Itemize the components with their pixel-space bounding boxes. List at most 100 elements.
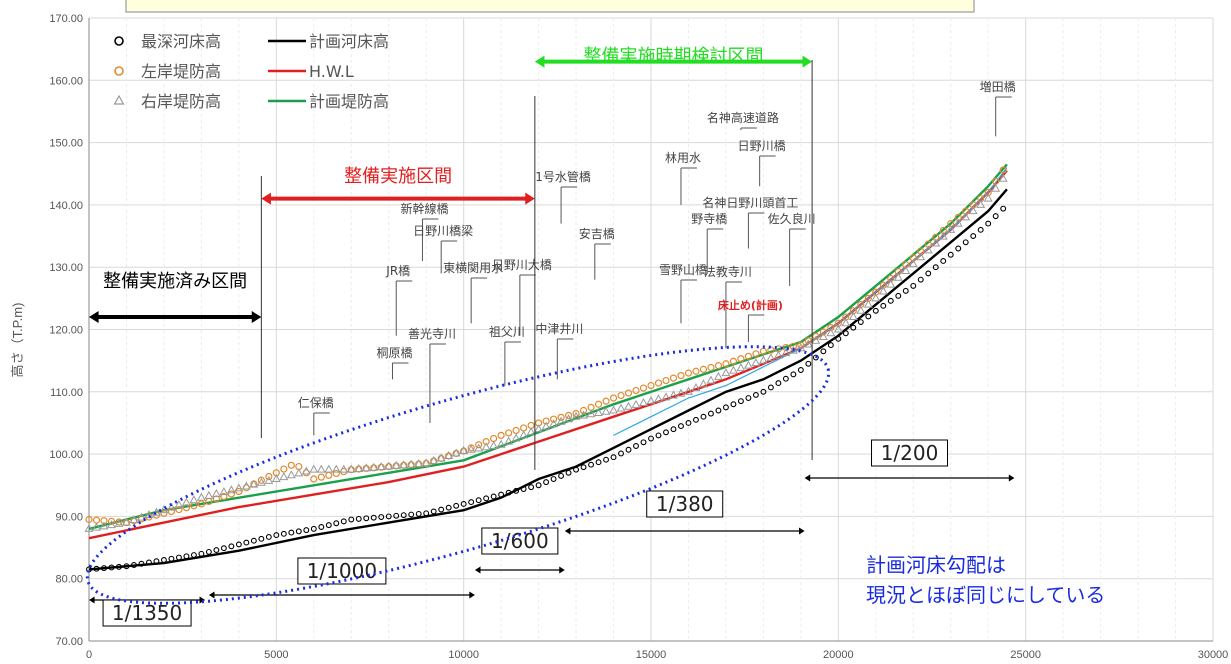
x-tick-label: 10000 xyxy=(448,649,479,661)
right-bank-point xyxy=(856,305,866,314)
riverbed-point xyxy=(663,429,669,436)
riverbed-point xyxy=(685,420,692,426)
right-bank-point xyxy=(886,279,896,288)
riverbed-point xyxy=(625,446,632,453)
slope-labels: 1/1350 1/1000 1/600 1/380 1/200 xyxy=(89,439,1015,627)
riverbed-point xyxy=(752,391,759,398)
gradient-note-line2: 現況とほぼ同じにしている xyxy=(866,583,1105,607)
right-bank-point xyxy=(871,293,881,302)
riverbed-point xyxy=(520,486,527,492)
riverbed-point xyxy=(385,513,392,520)
riverbed-point xyxy=(962,239,969,246)
right-bank-point xyxy=(983,193,993,202)
left-bank-point xyxy=(564,411,573,420)
left-bank-point xyxy=(752,350,760,358)
slope-arrow-head-left xyxy=(474,566,481,574)
y-tick-label: 170.00 xyxy=(49,13,83,25)
structure-label: 雪野山橋 xyxy=(659,263,707,277)
riverbed-point xyxy=(265,534,272,540)
right-bank-point xyxy=(324,464,334,473)
left-bank-point xyxy=(182,504,191,512)
right-bank-point xyxy=(496,439,506,448)
riverbed-point xyxy=(393,512,400,519)
right-bank-point xyxy=(519,430,529,439)
structure-label: 祖父川 xyxy=(489,324,525,339)
x-tick-label: 5000 xyxy=(264,649,288,661)
riverbed-point xyxy=(715,407,722,414)
top-banner xyxy=(125,0,975,13)
riverbed-point xyxy=(295,528,302,535)
right-bank-point xyxy=(684,386,693,395)
riverbed-point xyxy=(955,245,962,252)
riverbed-point xyxy=(603,456,609,463)
right-bank-point xyxy=(526,427,536,436)
slope-box xyxy=(481,527,559,555)
riverbed-point xyxy=(580,464,587,471)
left-bank-point xyxy=(280,465,288,473)
grid xyxy=(88,17,1214,642)
riverbed-point xyxy=(175,554,182,561)
right-bank-point xyxy=(181,497,191,506)
riverbed-point xyxy=(678,423,684,430)
section-label: 整備実施済み区間 xyxy=(103,271,247,292)
riverbed-point xyxy=(228,543,235,550)
section-label: 整備実施時期検討区間 xyxy=(583,46,763,67)
structure-label: 名神高速道路 xyxy=(707,110,779,125)
section-arrow-head-left xyxy=(534,55,545,68)
structure-label: 日野川大橋 xyxy=(492,258,552,272)
right-bank-point xyxy=(938,231,948,240)
riverbed-point xyxy=(543,479,550,486)
right-bank-point xyxy=(189,495,199,504)
right-bank-point xyxy=(264,475,274,484)
right-bank-point xyxy=(226,485,236,494)
legend-label: H.W.L xyxy=(309,62,354,81)
slope-arrow-head-right xyxy=(199,596,206,604)
left-bank-point xyxy=(482,438,490,446)
structure-label: 林用水 xyxy=(665,151,701,165)
series-line xyxy=(613,167,1008,436)
right-bank-point xyxy=(354,464,364,473)
structure-label: 増田橋 xyxy=(980,80,1016,94)
left-bank-point xyxy=(175,505,183,514)
legend-label: 計画河床高 xyxy=(309,32,389,51)
riverbed-point xyxy=(198,550,205,557)
structure-label: 新幹線橋 xyxy=(400,201,448,216)
left-bank-point xyxy=(797,341,805,349)
riverbed-point xyxy=(820,348,827,355)
left-bank-point xyxy=(999,166,1007,174)
right-bank-point xyxy=(669,390,678,399)
left-bank-point xyxy=(542,417,550,425)
riverbed-point xyxy=(865,313,872,320)
structure-label: 仁保橋 xyxy=(298,396,334,410)
structure-label: 善光寺川 xyxy=(408,326,456,341)
riverbed-point xyxy=(880,302,887,309)
riverbed-point xyxy=(468,499,475,506)
riverbed-point xyxy=(475,497,482,504)
left-bank-point xyxy=(235,487,243,496)
riverbed-point xyxy=(985,220,992,227)
right-bank-point xyxy=(286,470,296,479)
right-bank-point xyxy=(848,312,858,321)
riverbed-point xyxy=(400,512,407,519)
left-bank-point xyxy=(227,490,235,498)
riverbed-point xyxy=(842,330,849,337)
left-bank-point xyxy=(647,381,655,390)
structure-label: 日野川橋 xyxy=(738,139,786,153)
slope-box xyxy=(297,557,387,585)
right-bank-point xyxy=(414,459,424,468)
left-bank-point xyxy=(827,324,835,332)
right-bank-point xyxy=(676,388,686,397)
right-bank-point xyxy=(841,318,851,327)
left-bank-point xyxy=(317,473,325,481)
right-bank-point xyxy=(511,433,521,442)
right-bank-point xyxy=(818,331,828,340)
right-bank-point xyxy=(811,335,821,344)
right-bank-point xyxy=(241,481,251,490)
gradient-note-line1: 計画河床勾配は xyxy=(866,553,1006,577)
slope-box xyxy=(102,599,192,627)
riverbed-point xyxy=(670,426,677,433)
y-tick-label: 100.00 xyxy=(49,449,83,461)
riverbed-point xyxy=(745,395,752,401)
right-bank-point xyxy=(361,463,371,472)
